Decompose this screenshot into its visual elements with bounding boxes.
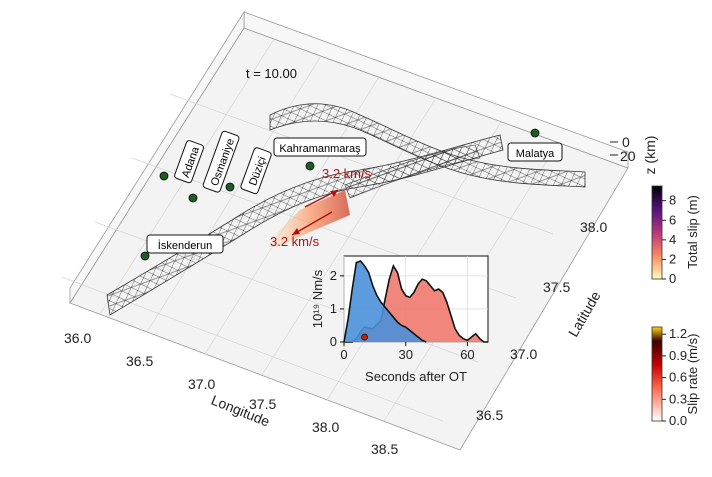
city-label-iskenderun: İskenderun <box>146 234 224 254</box>
svg-text:Malatya: Malatya <box>516 148 555 160</box>
time-label: t = 10.00 <box>246 66 297 81</box>
depth-axis: 0 20 z (km) <box>610 134 658 174</box>
latitude-tick: 36.5 <box>476 407 503 423</box>
slip-rate-colorbar-fill <box>651 326 663 422</box>
inset-y-tick: 2 <box>330 268 337 283</box>
active-rupture-patch <box>270 190 350 248</box>
rupture-speed-annotations: 3.2 km/s 3.2 km/s <box>270 166 372 249</box>
inset-series-area <box>344 260 427 342</box>
colorbar-tick-label: 4 <box>669 232 676 247</box>
total-slip-colorbar-fill <box>651 185 663 280</box>
moment-rate-inset: 0 30 60 0 1 2 10¹⁹ Nm/s Seconds after OT <box>310 255 489 384</box>
colorbar-tick-label: 0.3 <box>669 391 687 406</box>
depth-tick: 0 <box>622 134 630 150</box>
colorbar-tick-label: 6 <box>669 212 676 227</box>
rupture-speed-label-south: 3.2 km/s <box>270 234 320 249</box>
city-marker-kahramanmaras <box>305 161 315 171</box>
colorbar-tick-label: 1.2 <box>669 326 687 341</box>
longitude-tick: 38.0 <box>312 419 339 435</box>
rupture-speed-label-north: 3.2 km/s <box>322 166 372 181</box>
city-marker-malatya <box>530 128 540 138</box>
northern-fault-mesh <box>269 103 586 188</box>
slip-rate-colorbar-title: Slip rate (m/s) <box>685 334 700 415</box>
colorbar-tick-label: 0.6 <box>669 370 687 385</box>
inset-y-tick: 1 <box>330 301 337 316</box>
inset-time-marker <box>361 333 368 341</box>
inset-series-line <box>343 260 427 343</box>
slip-rate-colorbar: 0.0 0.3 0.6 0.9 1.2 Slip rate (m/s) <box>651 326 700 428</box>
inset-x-tick: 30 <box>398 347 412 362</box>
svg-text:İskenderun: İskenderun <box>158 239 212 252</box>
branch-fault-mesh <box>344 144 481 199</box>
inset-y-tick: 0 <box>330 334 337 349</box>
inset-x-tick: 0 <box>340 347 347 362</box>
city-labels: Adana Osmaniye Düziçi Kahramanmaraş İske… <box>146 130 563 254</box>
city-marker-iskenderun <box>140 251 150 261</box>
latitude-tick: 37.5 <box>543 279 570 295</box>
inset-x-tick: 60 <box>460 347 474 362</box>
latitude-tick: 37.0 <box>510 346 537 362</box>
inset-y-label: 10¹⁹ Nm/s <box>310 269 325 328</box>
longitude-tick: 37.5 <box>249 396 276 412</box>
colorbar-tick-label: 0 <box>669 271 676 286</box>
total-slip-colorbar: 0 2 4 6 8 Total slip (m) <box>651 185 700 286</box>
longitude-tick: 38.5 <box>371 441 398 457</box>
fault-meshes <box>106 103 586 316</box>
svg-text:Kahramanmaraş: Kahramanmaraş <box>279 143 361 155</box>
latitude-tick: 38.0 <box>580 219 607 235</box>
longitude-tick: 37.0 <box>188 376 215 392</box>
colorbar-tick-label: 0.0 <box>669 413 687 428</box>
colorbar-tick-label: 2 <box>669 251 676 266</box>
plot-box <box>61 10 629 451</box>
city-marker-duzici <box>225 182 235 192</box>
city-markers <box>140 128 540 261</box>
colorbar-tick-label: 8 <box>669 193 676 208</box>
box-left-wall <box>69 10 245 305</box>
depth-tick: 20 <box>620 148 636 164</box>
depth-axis-title: z (km) <box>642 136 658 175</box>
longitude-tick: 36.5 <box>126 353 153 369</box>
city-label-kahramanmaras: Kahramanmaraş <box>273 137 367 157</box>
city-marker-osmaniye <box>188 193 198 203</box>
inset-x-label: Seconds after OT <box>365 369 467 384</box>
colorbar-tick-label: 0.9 <box>669 348 687 363</box>
latitude-axis-title: Latitude <box>565 288 604 339</box>
city-marker-adana <box>159 171 169 181</box>
longitude-tick: 36.0 <box>64 330 91 346</box>
total-slip-colorbar-title: Total slip (m) <box>685 195 700 269</box>
city-label-malatya: Malatya <box>507 142 563 162</box>
